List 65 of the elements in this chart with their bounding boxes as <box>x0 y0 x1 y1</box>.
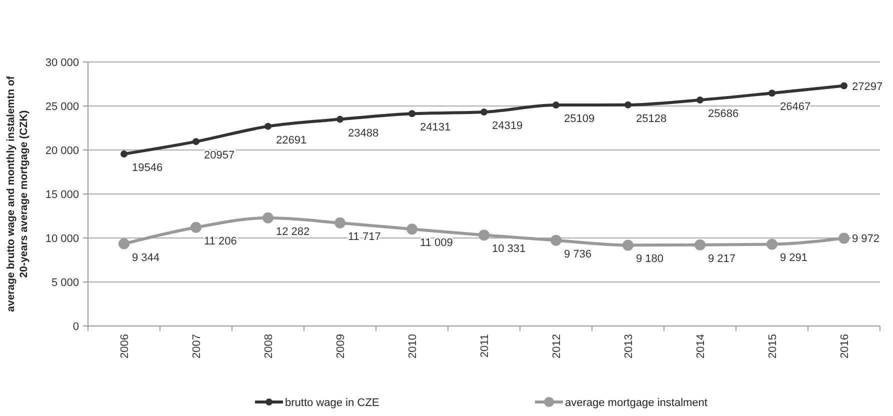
y-tick-label: 20 000 <box>45 144 79 157</box>
y-axis-title: average brutto wage and monthly instalemtn of 20-years average mortgage (CZK) <box>5 76 30 312</box>
point <box>696 96 704 104</box>
y-tick-label: 10 000 <box>45 232 79 245</box>
point <box>120 150 128 158</box>
data-label: 9 972 <box>852 233 880 246</box>
point <box>192 138 200 146</box>
point <box>768 90 776 97</box>
x-tick-label: 2015 <box>766 334 779 358</box>
data-label: 11 717 <box>348 230 381 243</box>
data-label: 9 180 <box>636 253 664 266</box>
point <box>622 240 634 251</box>
data-label: 9 344 <box>132 252 160 264</box>
data-label: 20957 <box>204 150 235 162</box>
x-tick-label: 2010 <box>406 334 419 358</box>
data-label: 25109 <box>564 113 595 126</box>
x-tick-label: 2014 <box>694 334 707 358</box>
data-label: 10 331 <box>492 243 526 256</box>
data-label: 19546 <box>132 162 163 174</box>
point <box>552 102 560 109</box>
point <box>264 122 272 130</box>
point <box>262 212 274 224</box>
point <box>118 238 130 250</box>
legend-label: average mortgage instalment <box>565 397 708 409</box>
point <box>550 234 562 246</box>
point <box>766 238 778 250</box>
data-label: 25686 <box>708 108 739 120</box>
data-label: 9 736 <box>564 248 592 260</box>
point <box>334 217 346 228</box>
data-label: 11 009 <box>420 237 453 250</box>
x-tick-label: 2006 <box>118 334 131 358</box>
data-label: 23488 <box>348 127 379 140</box>
data-label: 25128 <box>636 112 667 125</box>
point <box>406 224 418 235</box>
data-label: 26467 <box>780 101 811 114</box>
data-label: 9 217 <box>708 252 736 265</box>
point <box>838 232 850 244</box>
y-tick-label: 5 000 <box>51 276 79 289</box>
point <box>480 108 488 116</box>
point <box>190 222 202 233</box>
point <box>840 82 848 90</box>
data-label: 24319 <box>492 120 523 132</box>
point <box>478 230 490 241</box>
x-tick-label: 2009 <box>334 334 347 358</box>
legend-label: brutto wage in CZE <box>285 397 380 409</box>
point <box>408 110 416 118</box>
y-tick-label: 30 000 <box>45 56 79 69</box>
data-label: 12 282 <box>276 226 310 238</box>
point <box>336 116 344 123</box>
x-tick-label: 2016 <box>838 334 851 358</box>
data-label: 22691 <box>276 134 307 146</box>
x-tick-label: 2008 <box>262 334 275 358</box>
data-label: 11 206 <box>204 235 237 248</box>
y-tick-label: 25 000 <box>45 100 79 113</box>
x-tick-label: 2007 <box>190 334 203 358</box>
y-tick-label: 15 000 <box>45 188 79 201</box>
data-label: 24131 <box>420 122 451 134</box>
x-tick-label: 2012 <box>550 334 563 358</box>
x-tick-label: 2013 <box>622 334 635 358</box>
x-tick-label: 2011 <box>478 334 491 358</box>
point <box>694 239 706 250</box>
y-tick-label: 0 <box>72 320 79 333</box>
data-label: 27297 <box>852 80 883 93</box>
data-label: 9 291 <box>780 252 808 264</box>
point <box>624 101 632 108</box>
